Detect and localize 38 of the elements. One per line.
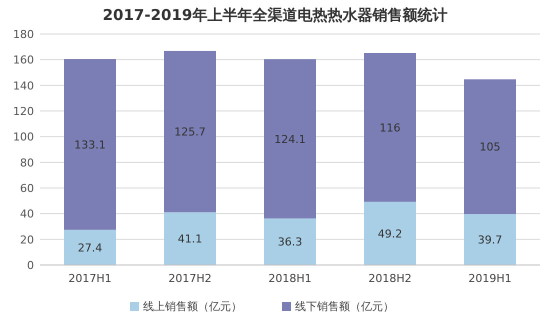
y-tick-label: 140	[13, 79, 34, 92]
data-label: 105	[480, 140, 500, 154]
bar	[464, 79, 516, 214]
data-label: 133.1	[74, 138, 106, 152]
data-label: 116	[380, 121, 400, 134]
data-label: 125.7	[174, 126, 206, 139]
bar	[64, 59, 116, 230]
bar	[164, 50, 216, 212]
bar	[164, 212, 216, 265]
y-tick-label: 20	[20, 233, 34, 246]
bar	[464, 214, 516, 265]
y-tick-label: 100	[13, 130, 34, 144]
data-label: 49.2	[378, 227, 402, 240]
data-label: 41.1	[178, 232, 202, 246]
data-label: 124.1	[274, 132, 306, 146]
chart-title: 2017-2019年上半年全渠道电热热水器销售额统计	[102, 6, 448, 24]
x-tick-label: 2018H2	[368, 272, 412, 285]
y-tick-label: 180	[13, 28, 34, 41]
legend-label: 线下销售额（亿元）	[295, 300, 394, 313]
bar	[364, 202, 416, 265]
x-tick-label: 2019H1	[468, 272, 512, 285]
data-label: 39.7	[478, 234, 502, 247]
x-tick-label: 2018H1	[268, 272, 312, 285]
y-tick-label: 120	[13, 105, 34, 118]
x-tick-label: 2017H1	[68, 272, 112, 285]
bar	[264, 59, 316, 218]
data-label: 36.3	[278, 236, 302, 249]
legend-label: 线上销售额（亿元）	[143, 300, 242, 313]
y-tick-label: 0	[27, 259, 34, 272]
y-tick-label: 60	[20, 182, 34, 195]
y-tick-label: 80	[20, 156, 34, 170]
data-label: 27.4	[78, 241, 102, 254]
bar	[364, 52, 416, 202]
bar	[264, 218, 316, 265]
x-tick-label: 2017H2	[168, 272, 212, 285]
bar	[64, 230, 116, 265]
y-tick-label: 160	[13, 54, 34, 67]
y-tick-label: 40	[20, 208, 34, 221]
